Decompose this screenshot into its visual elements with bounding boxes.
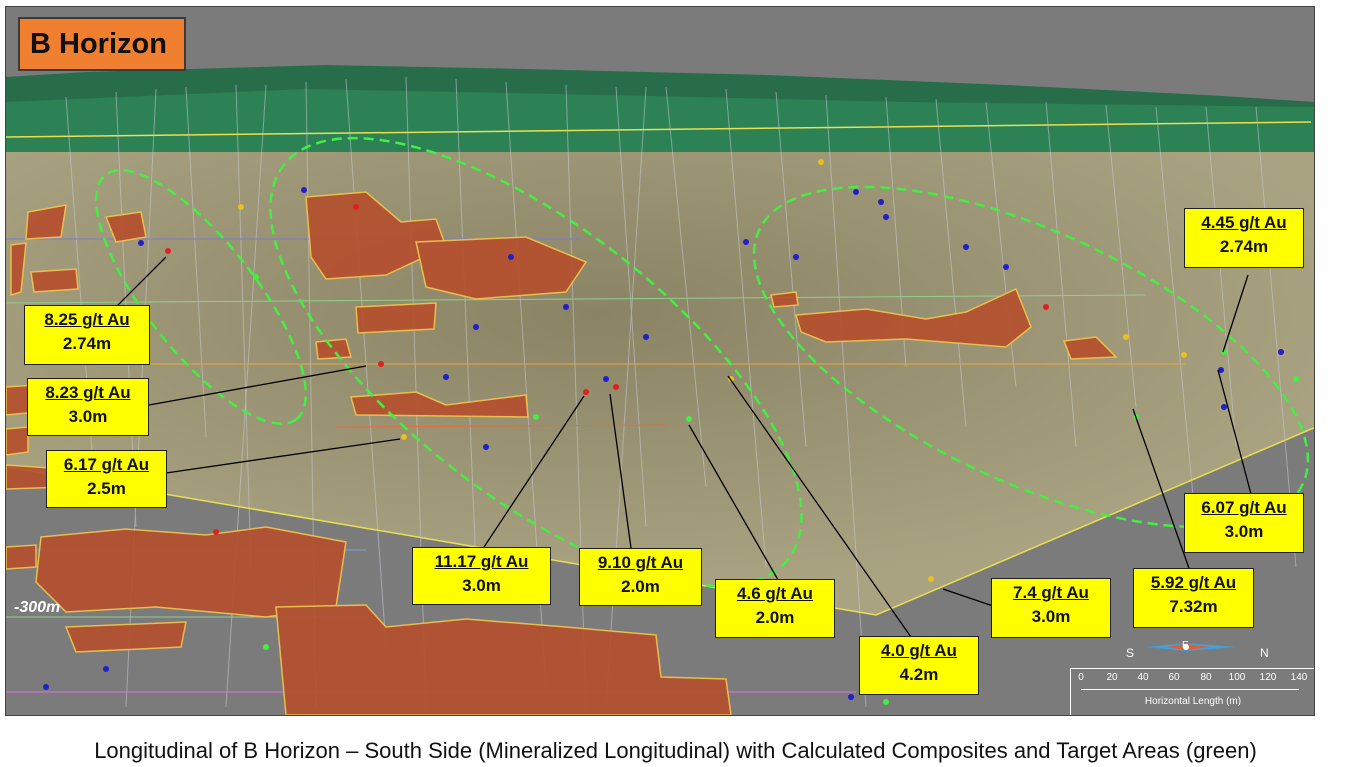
assay-callout: 9.10 g/t Au 2.0m <box>579 548 702 606</box>
callout-grade: 5.92 g/t Au <box>1150 573 1237 592</box>
target-area-west <box>94 169 308 425</box>
callout-width: 7.32m <box>1169 597 1218 616</box>
callout-grade: 8.25 g/t Au <box>44 310 130 329</box>
surface-topography-lower <box>6 89 1314 152</box>
callout-grade: 6.17 g/t Au <box>63 455 150 474</box>
section-title: B Horizon <box>18 17 186 71</box>
callout-width: 2.0m <box>621 577 660 596</box>
callout-width: 2.5m <box>87 479 126 498</box>
assay-callout: 5.92 g/t Au 7.32m <box>1133 568 1254 628</box>
depth-label: -300m <box>14 599 61 616</box>
assay-callout: 6.17 g/t Au 2.5m <box>46 450 167 508</box>
assay-callout: 4.45 g/t Au 2.74m <box>1184 208 1304 268</box>
scale-bar: 0 20 40 60 80 100 120 140 Horizontal Len… <box>1070 668 1314 715</box>
scale-tick: 120 <box>1259 672 1277 683</box>
assay-callout: 11.17 g/t Au 3.0m <box>412 547 551 605</box>
callout-width: 2.74m <box>62 334 112 353</box>
callout-grade: 4.45 g/t Au <box>1201 213 1287 232</box>
assay-callout: 8.25 g/t Au 2.74m <box>24 305 150 365</box>
longitudinal-section-view: B Horizon -300m S E N 0 20 40 60 80 100 … <box>5 6 1315 716</box>
section-graphic <box>6 7 1314 715</box>
callout-width: 4.2m <box>899 665 939 684</box>
drill-traces <box>65 76 1297 708</box>
scale-tick: 100 <box>1228 672 1246 683</box>
surface-trace <box>6 121 1312 138</box>
callout-width: 3.0m <box>1031 607 1071 626</box>
scale-tick: 20 <box>1106 672 1118 683</box>
compass-marker-label: E <box>1182 640 1189 651</box>
assay-callout: 4.0 g/t Au 4.2m <box>859 636 979 695</box>
target-areas <box>94 136 1310 588</box>
scale-tick: 0 <box>1078 672 1084 683</box>
callout-grade: 7.4 g/t Au <box>1013 583 1089 602</box>
leader-lines <box>113 256 1252 638</box>
assay-callout: 6.07 g/t Au 3.0m <box>1184 493 1304 553</box>
scale-tick: 60 <box>1168 672 1180 683</box>
figure-caption: Longitudinal of B Horizon – South Side (… <box>94 738 1257 763</box>
scale-tick: 80 <box>1200 672 1212 683</box>
callout-width: 3.0m <box>1224 522 1264 541</box>
compass-south-label: S <box>1126 646 1135 660</box>
plane-boundary <box>6 427 1314 616</box>
callout-grade: 4.0 g/t Au <box>881 641 957 660</box>
target-area-central <box>269 136 803 588</box>
callout-grade: 9.10 g/t Au <box>597 553 684 572</box>
scale-tick: 40 <box>1137 672 1149 683</box>
callout-grade: 6.07 g/t Au <box>1201 498 1287 517</box>
target-area-east <box>752 185 1310 529</box>
compass-rose <box>1146 643 1236 651</box>
assay-callout: 4.6 g/t Au 2.0m <box>715 579 835 638</box>
scale-caption: Horizontal Length (m) <box>1144 696 1242 707</box>
assay-callout: 8.23 g/t Au 3.0m <box>27 378 149 436</box>
callout-grade: 11.17 g/t Au <box>434 552 529 571</box>
scale-tick: 140 <box>1290 672 1308 683</box>
assay-points <box>43 159 1299 705</box>
callout-width: 2.74m <box>1219 237 1269 256</box>
callout-width: 2.0m <box>755 608 795 627</box>
callout-width: 3.0m <box>68 407 108 426</box>
assay-callout: 7.4 g/t Au 3.0m <box>991 578 1111 638</box>
callout-grade: 4.6 g/t Au <box>737 584 813 603</box>
callout-width: 3.0m <box>462 576 501 595</box>
scale-ruler <box>1081 689 1299 693</box>
callout-grade: 8.23 g/t Au <box>45 383 131 402</box>
compass-north-label: N <box>1260 646 1269 660</box>
